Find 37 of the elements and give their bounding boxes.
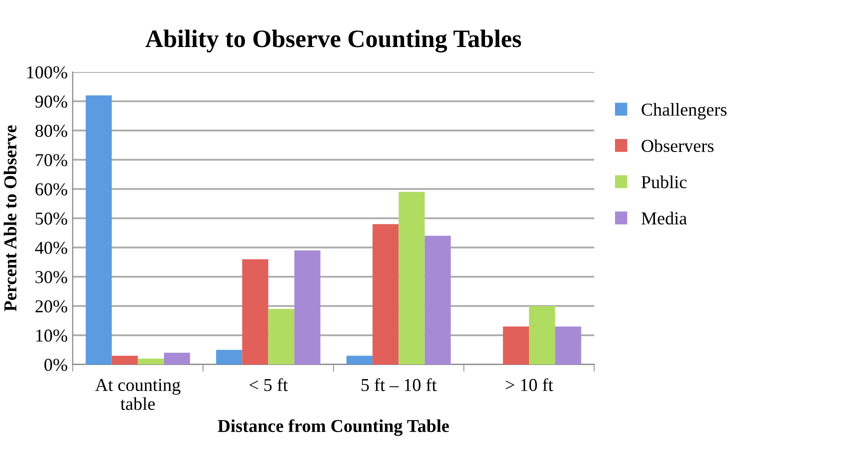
- bar: [138, 358, 164, 364]
- y-tick-label: 30%: [36, 271, 68, 284]
- y-tick-label: 10%: [36, 330, 68, 342]
- bar: [398, 192, 425, 364]
- bar: [294, 250, 320, 364]
- x-axis-title: Distance from Counting Table: [218, 419, 449, 436]
- y-tick-label: 100%: [27, 66, 68, 78]
- bar: [529, 306, 556, 364]
- x-tick-label: < 5 ft: [250, 378, 288, 392]
- y-tick-label: 80%: [35, 124, 68, 137]
- bar: [502, 326, 530, 364]
- y-tick-label: 90%: [35, 96, 68, 108]
- x-tick-label: At counting table: [95, 378, 180, 410]
- bar: [86, 95, 112, 364]
- bar: [555, 326, 582, 364]
- y-tick-label: 40%: [35, 242, 68, 254]
- y-tick-label: 70%: [36, 154, 68, 166]
- y-tick-label: 60%: [35, 183, 68, 196]
- bar: [242, 259, 268, 364]
- bar: [346, 356, 373, 364]
- y-tick-label: 20%: [36, 300, 68, 312]
- bar: [268, 308, 294, 364]
- chart-title: Ability to Observe Counting Tables: [145, 30, 522, 53]
- legend-label: Challengers: [642, 103, 727, 120]
- bar: [164, 352, 190, 364]
- bar: [372, 224, 399, 364]
- legend-label: Public: [641, 176, 687, 188]
- legend-label: Media: [641, 212, 687, 224]
- x-tick-label: 5 ft – 10 ft: [362, 378, 437, 392]
- y-tick-label: 0%: [44, 358, 68, 371]
- x-tick-label: > 10 ft: [506, 378, 554, 392]
- legend-label: Observers: [642, 139, 714, 152]
- bar: [424, 236, 451, 364]
- y-axis-title: Percent Able to Observe: [4, 125, 16, 312]
- bar: [216, 350, 242, 364]
- y-tick-label: 50%: [36, 212, 68, 225]
- bar: [112, 356, 138, 364]
